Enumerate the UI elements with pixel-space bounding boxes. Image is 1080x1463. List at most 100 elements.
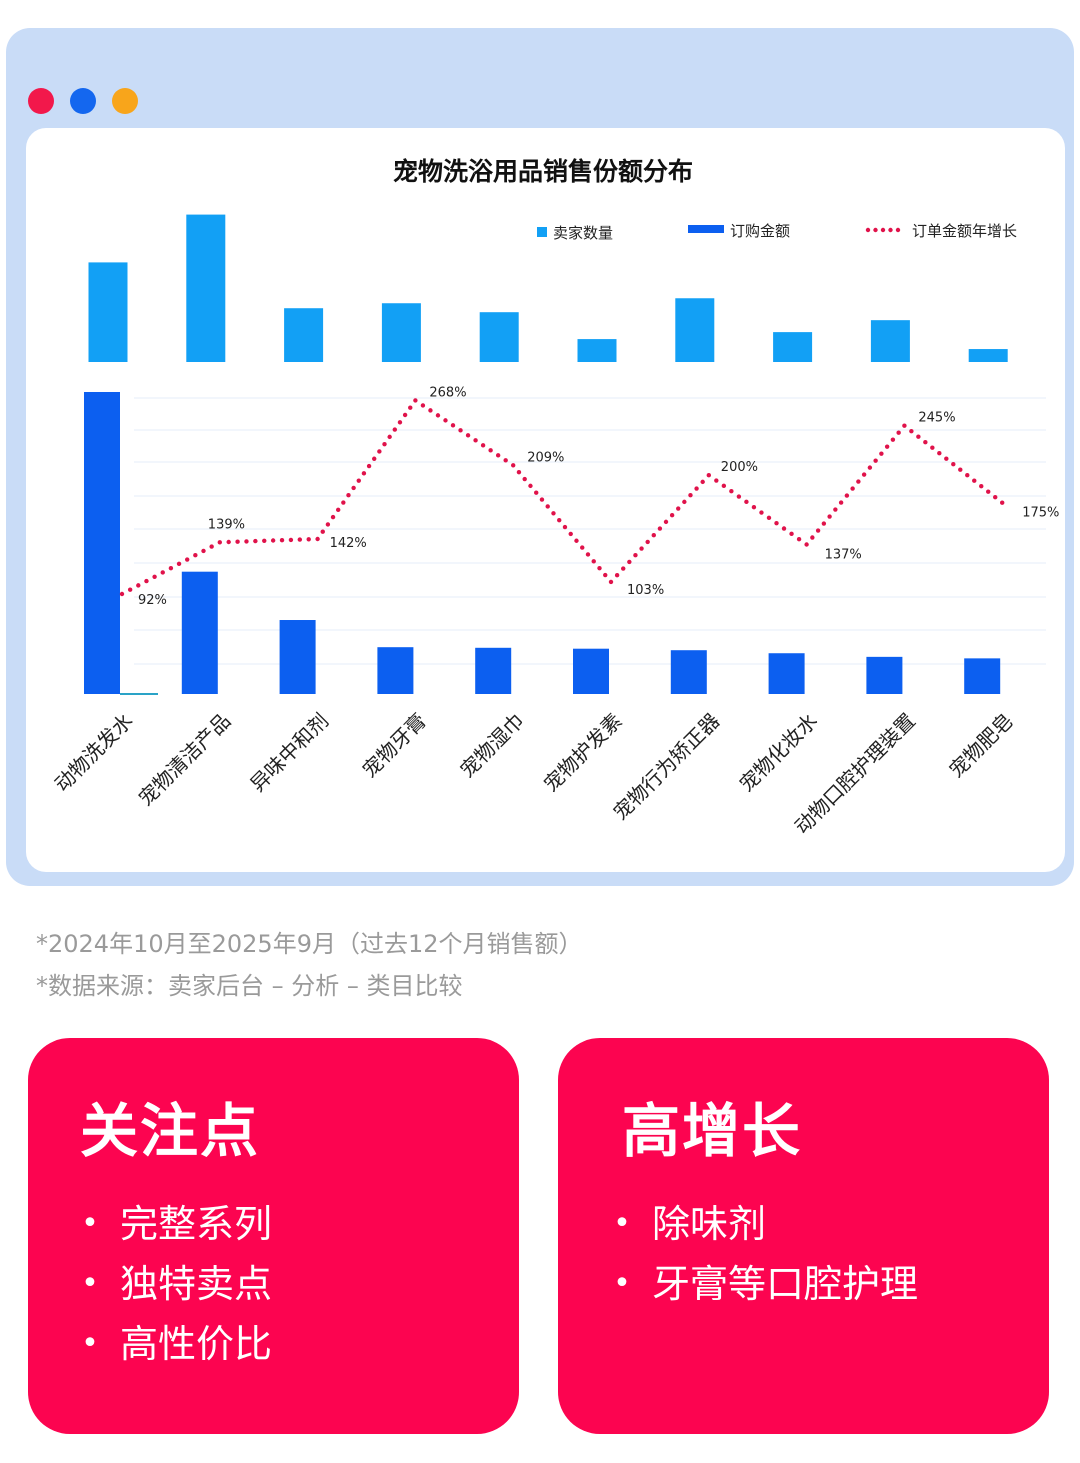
growth-dot: [827, 514, 832, 519]
growth-dot: [297, 537, 303, 542]
growth-dot: [574, 538, 579, 543]
growth-dot: [766, 515, 772, 521]
order-amount-bar: [279, 620, 316, 694]
growth-dot: [729, 488, 734, 494]
seller-count-bar: [381, 303, 421, 362]
growth-dot: [736, 494, 742, 499]
growth-dot: [923, 440, 928, 445]
growth-dot: [152, 574, 157, 579]
footnote-period: *2024年10月至2025年9月（过去12个月销售额）: [36, 930, 583, 958]
growth-value-label: 268%: [429, 385, 466, 400]
growth-dot: [217, 540, 222, 545]
order-amount-bar: [475, 647, 512, 694]
growth-dot: [838, 500, 844, 505]
order-amount-bar: [181, 571, 218, 694]
growth-dot: [890, 437, 896, 442]
growth-dot: [402, 412, 408, 418]
category-label: 宠物护发素: [539, 709, 627, 797]
growth-dot: [473, 438, 478, 443]
growth-dot: [320, 529, 325, 534]
growth-dot: [909, 429, 914, 434]
high-growth-title: 高增长: [622, 1097, 803, 1165]
growth-dot: [387, 434, 392, 440]
growth-value-label: 175%: [1022, 506, 1059, 521]
bullet-icon: •: [81, 1326, 99, 1361]
legend-dot: [873, 227, 878, 233]
growth-dot: [688, 493, 693, 498]
growth-dot: [694, 486, 699, 491]
growth-value-label: 92%: [138, 593, 167, 608]
growth-dot: [539, 497, 545, 502]
growth-dot: [136, 583, 141, 588]
growth-dot: [979, 484, 984, 489]
growth-value-label: 103%: [627, 583, 664, 598]
growth-dot: [428, 408, 433, 413]
growth-dot: [608, 579, 614, 585]
growth-dot: [896, 430, 901, 435]
order-amount-bars: [84, 392, 1001, 695]
growth-dot: [366, 463, 372, 469]
growth-dot: [306, 537, 311, 542]
growth-dot: [944, 456, 949, 461]
growth-dot: [341, 500, 346, 505]
legend-swatch-order-amount: [688, 225, 724, 233]
order-amount-bar: [866, 656, 903, 694]
growth-dot: [937, 451, 942, 456]
seller-count-bar: [870, 320, 910, 362]
growth-dot: [873, 458, 878, 463]
growth-dot: [751, 504, 757, 510]
growth-dot: [591, 559, 596, 564]
growth-dot: [585, 552, 591, 557]
growth-dot: [856, 479, 861, 484]
growth-dot: [744, 499, 749, 505]
seller-count-bar: [284, 308, 324, 362]
growth-dot: [580, 545, 585, 550]
growth-value-label: 245%: [918, 411, 955, 426]
growth-dot: [372, 456, 377, 461]
seller-count-bar: [186, 214, 226, 362]
order-amount-bar: [84, 392, 120, 694]
growth-dot: [759, 510, 764, 515]
category-label: 宠物湿巾: [455, 709, 529, 783]
growth-dot: [253, 538, 258, 544]
growth-dot: [201, 548, 206, 554]
growth-dot: [176, 561, 182, 567]
growth-dot: [168, 565, 174, 571]
growth-dot: [706, 473, 711, 478]
legend-dot: [895, 227, 901, 233]
growth-dot: [850, 486, 855, 491]
growth-dot: [633, 553, 638, 558]
list-item-text: 完整系列: [120, 1202, 273, 1246]
sales-share-chart: 宠物洗浴用品销售份额分布 卖家数量 订购金额 订单金额年增长 92% 139% 14…: [50, 157, 1060, 839]
bullet-icon: •: [81, 1206, 99, 1241]
growth-dot: [209, 544, 214, 549]
high-growth-card: 高增长 • 除味剂 • 牙膏等口腔护理: [558, 1038, 1049, 1434]
growth-value-labels: 92% 139% 142% 268% 209% 103% 200% 137% 245% 175%: [138, 385, 1059, 608]
growth-dot: [902, 423, 907, 428]
category-label: 异味中和剂: [245, 709, 333, 797]
growth-dot: [185, 557, 190, 562]
growth-dot: [397, 420, 403, 425]
legend-swatch-seller-count: [537, 227, 547, 237]
growth-value-label: 142%: [330, 536, 367, 551]
growth-dot: [551, 511, 556, 516]
legend-swatch-growth-line: [865, 227, 901, 233]
growth-dot: [351, 485, 356, 491]
growth-dot: [958, 467, 963, 472]
growth-dot: [844, 493, 850, 498]
growth-dot: [144, 578, 149, 584]
growth-dot: [614, 573, 620, 578]
growth-dot: [810, 535, 815, 540]
growth-dot: [651, 533, 656, 538]
growth-dot: [516, 469, 522, 475]
category-label: 宠物清洁产品: [134, 709, 236, 811]
window-dot-orange: [112, 88, 138, 114]
order-amount-bar: [964, 658, 1001, 694]
growth-dot: [682, 499, 687, 505]
growth-dot: [821, 521, 827, 526]
order-amount-bar: [573, 648, 609, 694]
bullet-icon: •: [613, 1206, 631, 1241]
category-label: 宠物化妆水: [734, 709, 822, 797]
growth-dot: [522, 476, 527, 482]
growth-dot: [645, 539, 650, 545]
